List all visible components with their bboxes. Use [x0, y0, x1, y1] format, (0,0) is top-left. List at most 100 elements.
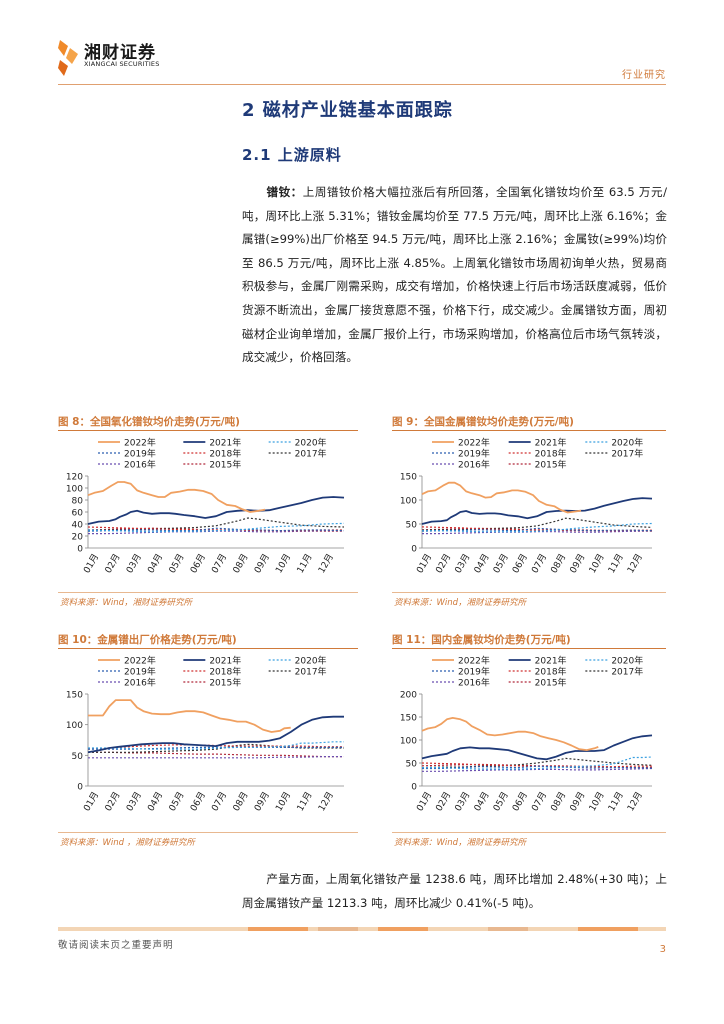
legend-label-2015: 2015年: [209, 677, 241, 689]
series-line-2021: [421, 734, 653, 761]
x-tick-label: 10月: [587, 790, 607, 813]
figure-11-source-rule: [392, 832, 666, 833]
legend-label-2020: 2020年: [611, 655, 643, 667]
x-tick-label: 01月: [414, 552, 434, 575]
x-tick-label: 12月: [316, 790, 336, 813]
legend-label-2019: 2019年: [124, 448, 156, 460]
figure-8-rule: [58, 430, 358, 431]
x-tick-label: 09月: [568, 552, 588, 575]
figure-8-title: 图 8：全国氧化镨钕均价走势(万元/吨): [58, 416, 240, 428]
disclaimer-note: 敬请阅读末页之重要声明: [58, 940, 174, 951]
x-tick-label: 10月: [274, 790, 294, 813]
logo-english-name: XIANGCAI SECURITIES: [84, 60, 160, 68]
series-line-2016: [422, 530, 653, 535]
series-line-2016: [88, 755, 344, 759]
x-tick-label: 03月: [124, 552, 144, 575]
x-tick-label: 04月: [472, 790, 492, 813]
legend-label-2019: 2019年: [458, 666, 490, 678]
x-tick-label: 03月: [453, 552, 473, 575]
legend-label-2017: 2017年: [295, 666, 327, 678]
legend-label-2020: 2020年: [611, 437, 643, 449]
legend-label-2021: 2021年: [209, 437, 241, 449]
legend-label-2016: 2016年: [458, 459, 490, 471]
series-line-2019: [87, 527, 345, 532]
figure-9-rule: [392, 430, 666, 431]
x-tick-label: 06月: [510, 790, 530, 813]
x-tick-label: 04月: [146, 790, 166, 813]
legend-label-2020: 2020年: [295, 655, 327, 667]
x-tick-label: 08月: [549, 790, 569, 813]
series-line-2017: [421, 517, 653, 531]
x-tick-label: 10月: [587, 552, 607, 575]
x-tick-label: 04月: [146, 552, 166, 575]
x-tick-label: 08月: [549, 552, 569, 575]
report-category: 行业研究: [622, 70, 666, 81]
x-tick-label: 07月: [529, 552, 549, 575]
page-number: 3: [659, 944, 666, 955]
x-tick-label: 12月: [625, 552, 645, 575]
legend-label-2015: 2015年: [535, 459, 567, 471]
series-line-2022: [421, 481, 582, 514]
x-tick-label: 03月: [124, 790, 144, 813]
legend-label-2022: 2022年: [124, 437, 156, 449]
figure-10-title: 图 10：金属镨出厂价格走势(万元/吨): [58, 634, 237, 646]
legend-label-2016: 2016年: [458, 677, 490, 689]
x-tick-label: 11月: [606, 790, 626, 813]
figure-8-source: 资料来源：Wind，湘财证券研究所: [60, 598, 193, 608]
y-tick-label: 0: [77, 783, 83, 793]
x-tick-label: 06月: [188, 552, 208, 575]
legend-label-2022: 2022年: [124, 655, 156, 667]
x-tick-label: 09月: [568, 790, 588, 813]
series-line-2020: [87, 522, 345, 533]
series-line-2021: [87, 715, 344, 754]
company-logo: 湘财证券 XIANGCAI SECURITIES: [58, 38, 168, 82]
legend-label-2018: 2018年: [535, 666, 567, 678]
figure-9-source: 资料来源：Wind，湘财证券研究所: [394, 598, 527, 608]
x-tick-label: 09月: [252, 790, 272, 813]
figure-9-title: 图 9：全国金属镨钕均价走势(万元/吨): [392, 416, 574, 428]
y-tick-label: 50: [406, 521, 418, 531]
series-line-2022: [88, 699, 291, 733]
legend-label-2021: 2021年: [209, 655, 241, 667]
series-line-2022: [87, 481, 266, 513]
y-tick-label: 100: [66, 721, 83, 731]
figure-9-chart: 2022年 2021年 2020年 2019年 2018年 2017年 2016年 2015年…: [400, 437, 653, 575]
y-tick-label: 0: [411, 783, 417, 793]
paragraph-lead: 镨钕：: [266, 185, 303, 199]
x-tick-label: 07月: [210, 552, 230, 575]
series-line-2019: [421, 527, 653, 532]
x-tick-label: 09月: [252, 552, 272, 575]
series-line-2020: [422, 756, 653, 770]
paragraph-text: 产量方面，上周氧化镨钕产量 1238.6 吨，周环比增加 2.48%(+30 吨…: [242, 872, 667, 910]
x-tick-label: 05月: [491, 552, 511, 575]
legend-label-2019: 2019年: [124, 666, 156, 678]
y-tick-label: 150: [400, 473, 417, 483]
series-line-2021: [421, 497, 653, 525]
legend-label-2018: 2018年: [535, 448, 567, 460]
section-heading: 2 磁材产业链基本面跟踪: [242, 100, 453, 121]
figure-10-chart: 2022年 2021年 2020年 2019年 2018年 2017年 2016年 2015年…: [66, 655, 344, 813]
x-tick-label: 11月: [295, 552, 315, 575]
x-tick-label: 02月: [434, 552, 454, 575]
y-tick-label: 100: [400, 737, 417, 747]
legend-label-2021: 2021年: [535, 437, 567, 449]
y-tick-label: 40: [72, 521, 84, 531]
series-line-2015: [421, 527, 652, 532]
series-line-2018: [421, 526, 652, 532]
legend-label-2018: 2018年: [209, 666, 241, 678]
series-line-2019: [422, 765, 653, 770]
x-tick-label: 05月: [491, 790, 511, 813]
figure-8-source-rule: [58, 592, 358, 593]
x-tick-label: 12月: [316, 552, 336, 575]
x-tick-label: 11月: [295, 790, 315, 813]
y-tick-label: 80: [72, 497, 84, 507]
legend-label-2019: 2019年: [458, 448, 490, 460]
x-tick-label: 01月: [82, 552, 102, 575]
y-tick-label: 100: [66, 485, 83, 495]
x-tick-label: 06月: [188, 790, 208, 813]
x-tick-label: 10月: [274, 552, 294, 575]
series-line-2015: [421, 763, 652, 769]
body-paragraph: 镨钕：上周镨钕价格大幅拉涨后有所回落，全国氧化镨钕均价至 63.5 万元/吨，周…: [242, 181, 667, 370]
y-tick-label: 150: [66, 691, 83, 701]
x-tick-label: 05月: [167, 552, 187, 575]
